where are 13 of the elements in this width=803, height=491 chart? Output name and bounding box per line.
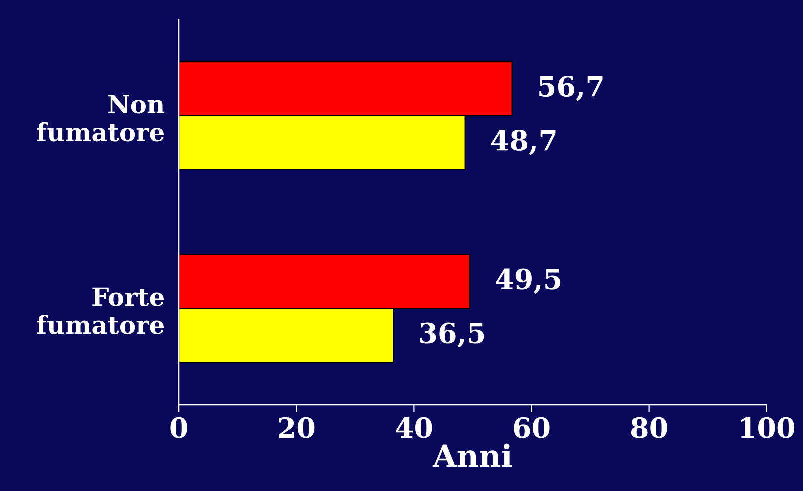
x-tick-label: 20 (279, 417, 315, 438)
x-tick-label: 0 (170, 417, 188, 438)
data-label: 56,7 (540, 76, 603, 102)
y-tick-label: Forte fumatore (37, 288, 164, 334)
x-tick-label: 80 (631, 417, 668, 438)
data-label: 49,5 (496, 268, 561, 294)
x-axis-title: Anni (432, 444, 512, 467)
x-tick-label: 40 (396, 417, 432, 438)
data-label: 36,5 (420, 322, 484, 348)
data-label: 48,7 (491, 130, 556, 156)
x-tick-label: 100 (741, 417, 795, 438)
x-tick-label: 60 (514, 417, 550, 438)
y-tick-label: Non fumatore (37, 95, 165, 142)
